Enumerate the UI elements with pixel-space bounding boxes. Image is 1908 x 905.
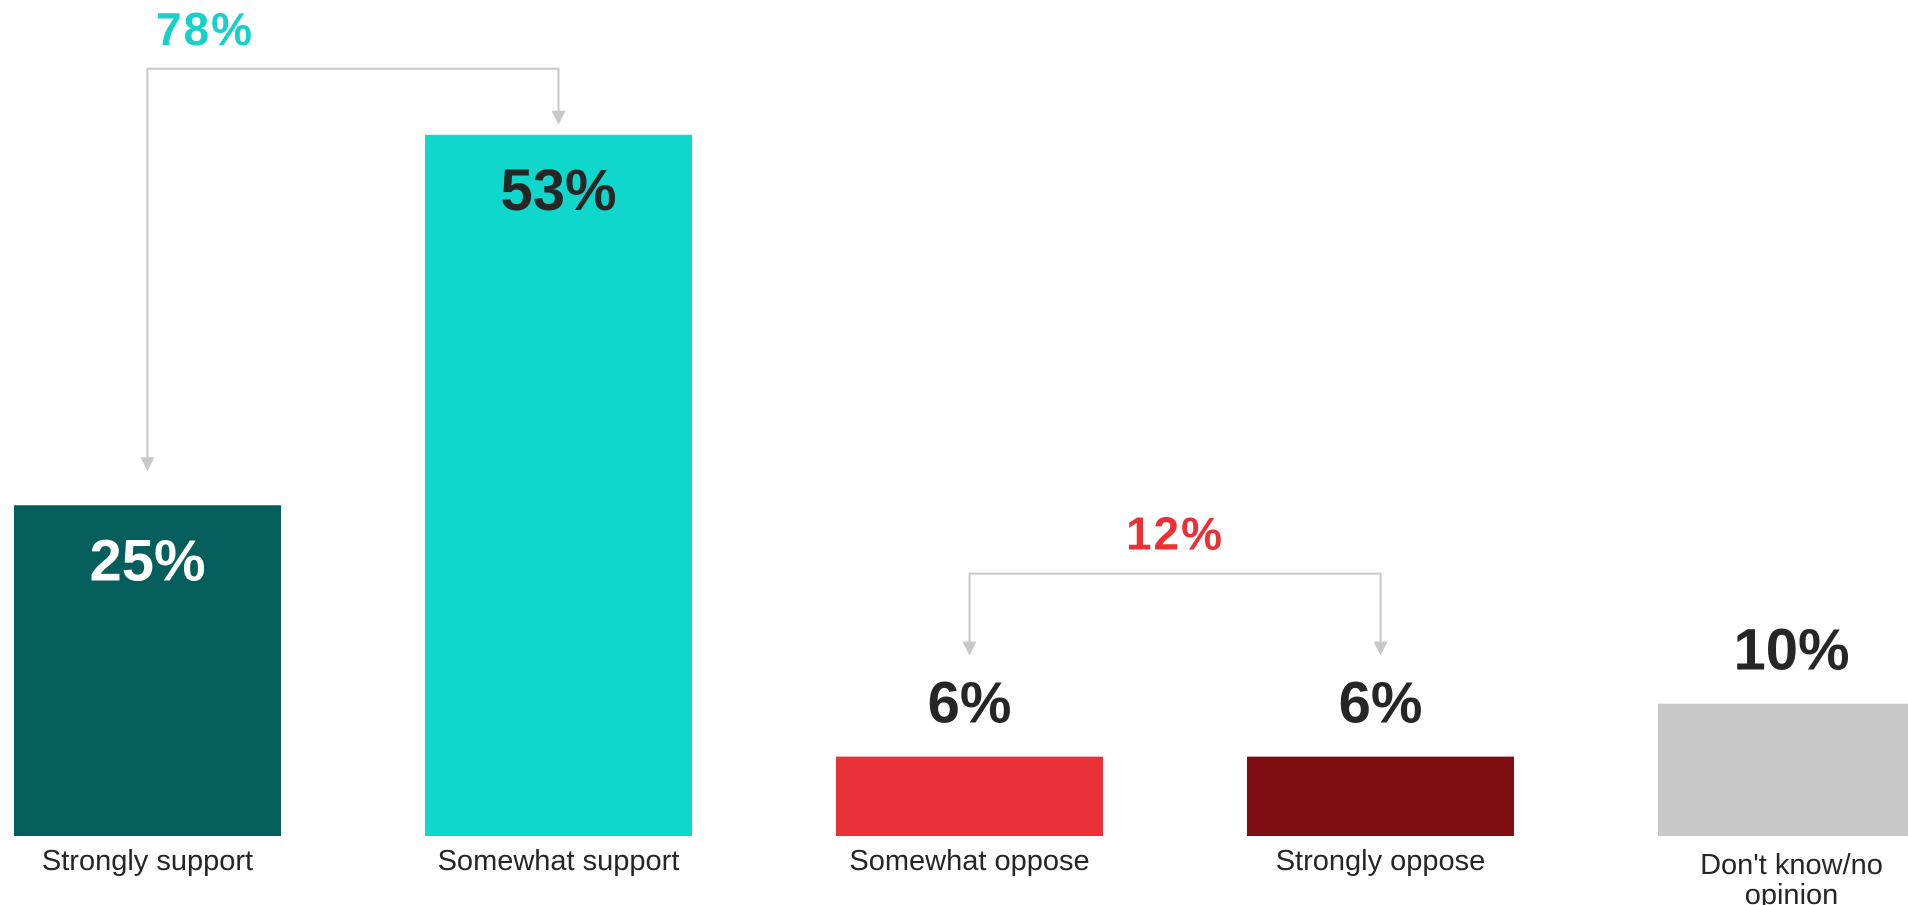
category-label-don-t-know-no-opinion: Don't know/no opinion: [1700, 849, 1883, 905]
value-label-strongly-oppose: 6%: [1339, 671, 1423, 736]
category-label-strongly-support: Strongly support: [42, 845, 253, 877]
net-brackets: 78% 12%: [140, 3, 1388, 656]
value-label-somewhat-support: 53%: [500, 158, 616, 223]
net-label-1: 78%: [156, 3, 254, 55]
bar-somewhat-support: [425, 134, 692, 836]
net-bracket-arrow-1-2: [551, 110, 566, 125]
category-label-somewhat-oppose: Somewhat oppose: [849, 845, 1089, 877]
value-labels: 25% 53% 6% 6% 10%: [89, 158, 1849, 736]
net-bracket-arrow-2-1: [962, 641, 977, 656]
net-bracket-arrow-1-1: [140, 457, 155, 472]
net-label-2: 12%: [1126, 508, 1224, 560]
category-label-somewhat-support: Somewhat support: [438, 845, 680, 877]
value-label-strongly-support: 25%: [89, 528, 205, 593]
bar-strongly-oppose: [1247, 756, 1514, 836]
value-label-somewhat-oppose: 6%: [928, 671, 1012, 736]
bar-somewhat-oppose: [836, 756, 1103, 836]
bars: [14, 134, 1908, 836]
value-label-don-t-know-no-opinion: 10%: [1733, 618, 1849, 683]
bar-strongly-support: [14, 505, 281, 836]
net-bracket-line-1: [146, 67, 560, 462]
category-labels: Strongly support Somewhat support Somewhat…: [42, 845, 1883, 905]
category-label-strongly-oppose: Strongly oppose: [1276, 845, 1486, 877]
bar-don-t-know-no-opinion: [1658, 703, 1908, 836]
net-bracket-line-2: [968, 572, 1382, 646]
net-bracket-arrow-2-2: [1373, 641, 1388, 656]
